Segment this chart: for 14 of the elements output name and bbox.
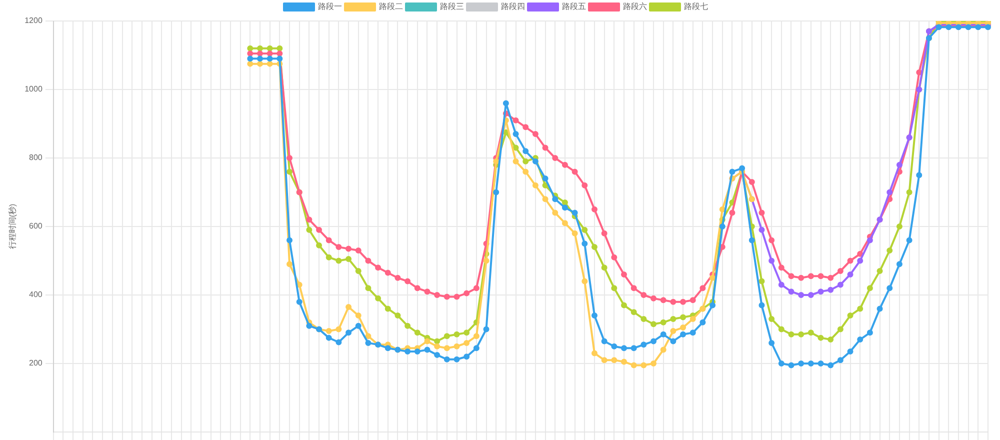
y-tick-label: 200 — [29, 358, 43, 368]
legend-label: 路段二 — [379, 2, 403, 12]
legend-label: 路段一 — [318, 2, 342, 12]
legend-label: 路段五 — [562, 2, 586, 12]
legend-label: 路段三 — [440, 2, 464, 12]
legend-label: 路段七 — [684, 2, 708, 12]
y-tick-label: 400 — [29, 290, 43, 300]
y-tick-label: 1000 — [24, 84, 43, 94]
y-tick-label: 800 — [29, 153, 43, 162]
y-tick-label: 1200 — [24, 16, 43, 26]
legend-label: 路段四 — [501, 2, 525, 12]
y-tick-label: 600 — [29, 222, 43, 231]
y-axis-title: 行程时间(秒) — [8, 204, 18, 250]
legend-label: 路段六 — [623, 2, 647, 12]
